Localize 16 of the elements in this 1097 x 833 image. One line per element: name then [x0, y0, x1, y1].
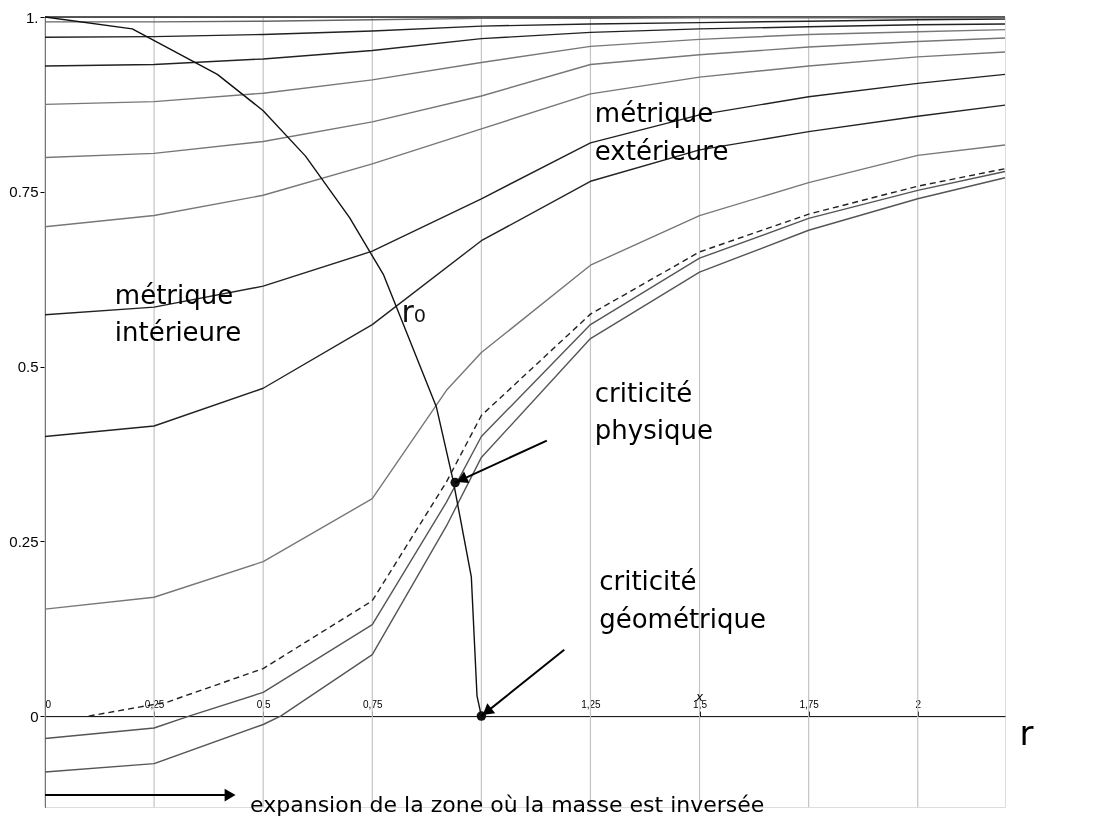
x-tick-label: 0,75	[363, 698, 383, 710]
annotation: expansion de la zone où la masse est inversée	[250, 792, 765, 818]
annotation: métrique intérieure	[114, 279, 242, 348]
y-tick-label: 1.	[25, 8, 39, 26]
y-tick-label: 0.25	[9, 532, 39, 550]
series-label: r₀	[401, 293, 426, 329]
x-tick-label: 1,75	[799, 698, 820, 710]
y-tick-label: 0.75	[9, 183, 39, 201]
annotation: criticité physique	[594, 377, 713, 446]
x-axis-title: r	[1019, 712, 1034, 753]
x-tick-label: 0,5	[256, 698, 272, 710]
x-tick-label: 0	[45, 698, 52, 710]
annotation: criticité géométrique	[599, 566, 767, 634]
x-tick-label: 0,25	[144, 698, 165, 710]
x-tick-label: 2	[915, 698, 922, 710]
y-tick-label: 0.5	[17, 358, 39, 376]
